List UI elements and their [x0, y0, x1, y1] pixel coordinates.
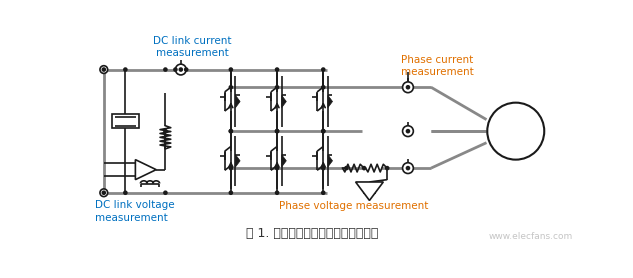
Text: DC link current
measurement: DC link current measurement [153, 36, 232, 58]
Circle shape [275, 129, 279, 133]
Polygon shape [328, 95, 332, 108]
Circle shape [321, 129, 325, 133]
Circle shape [101, 190, 106, 195]
Circle shape [403, 126, 413, 136]
Circle shape [229, 129, 233, 133]
Circle shape [275, 166, 279, 170]
Circle shape [275, 67, 279, 72]
Circle shape [321, 190, 325, 195]
Polygon shape [328, 155, 332, 167]
Circle shape [123, 190, 128, 195]
Circle shape [163, 190, 168, 195]
Text: www.elecfans.com: www.elecfans.com [489, 232, 573, 241]
Circle shape [275, 129, 279, 133]
Circle shape [361, 166, 367, 170]
Text: AC
Drive: AC Drive [501, 120, 530, 142]
Circle shape [163, 67, 168, 72]
Circle shape [184, 67, 189, 72]
Text: Phase current
measurement: Phase current measurement [401, 55, 473, 77]
Circle shape [487, 103, 544, 160]
Circle shape [406, 166, 410, 170]
Circle shape [229, 129, 233, 133]
Circle shape [163, 129, 168, 133]
Bar [111, 114, 139, 128]
Polygon shape [135, 160, 156, 180]
Text: Phase voltage measurement: Phase voltage measurement [279, 201, 429, 211]
Circle shape [403, 163, 413, 173]
Circle shape [179, 67, 183, 72]
Circle shape [100, 66, 108, 73]
Circle shape [321, 166, 325, 170]
Circle shape [101, 67, 106, 72]
Circle shape [173, 67, 178, 72]
Circle shape [100, 189, 108, 197]
Circle shape [275, 85, 279, 90]
Circle shape [229, 166, 233, 170]
Circle shape [321, 129, 325, 133]
Circle shape [406, 85, 410, 90]
Circle shape [403, 82, 413, 93]
Circle shape [321, 85, 325, 90]
Text: 图 1. 三相逆变器中的电流和电压测量: 图 1. 三相逆变器中的电流和电压测量 [246, 227, 378, 240]
Polygon shape [282, 95, 286, 108]
Circle shape [175, 64, 186, 75]
Circle shape [406, 129, 410, 133]
Circle shape [385, 166, 389, 170]
Circle shape [229, 85, 233, 90]
Text: DC link voltage
measurement: DC link voltage measurement [94, 200, 174, 223]
Circle shape [229, 67, 233, 72]
Circle shape [229, 190, 233, 195]
Circle shape [275, 190, 279, 195]
Polygon shape [235, 155, 240, 167]
Circle shape [344, 166, 349, 170]
Circle shape [123, 67, 128, 72]
Polygon shape [282, 155, 286, 167]
Polygon shape [235, 95, 240, 108]
Polygon shape [356, 182, 384, 200]
Circle shape [321, 67, 325, 72]
